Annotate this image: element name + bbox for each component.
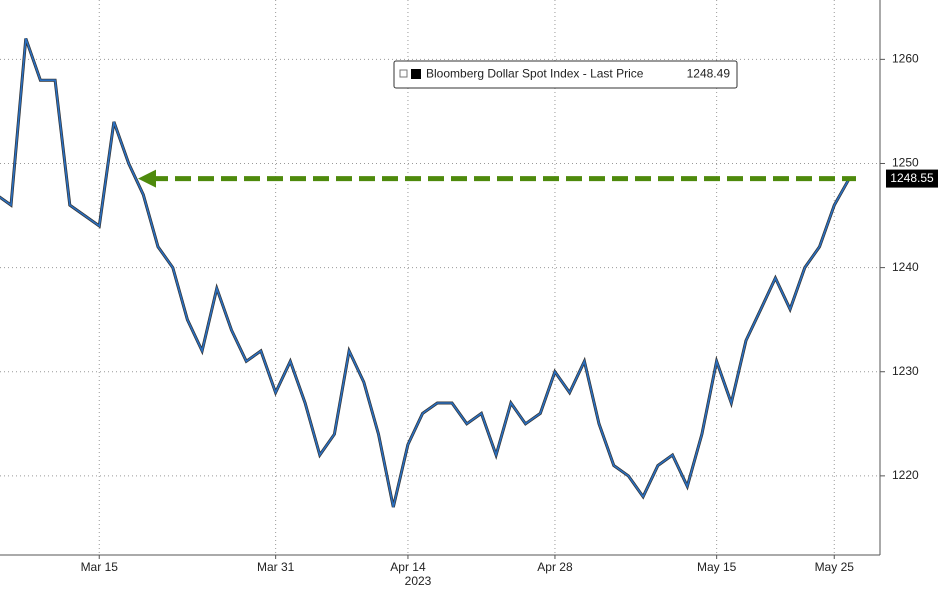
legend-swatch [411,69,421,79]
legend: Bloomberg Dollar Spot Index - Last Price… [393,60,738,89]
last-price-tag [886,169,938,188]
y-tick-label: 1220 [892,468,919,482]
x-tick-label: May 25 [815,560,855,574]
price-line [0,38,850,508]
y-tick-label: 1230 [892,364,919,378]
legend-box [393,60,738,89]
x-tick-label: Mar 15 [81,560,119,574]
x-tick-label: May 15 [697,560,737,574]
legend-toggle [399,69,408,78]
legend-value: 1248.49 [687,67,731,81]
last-price-label: 1248.55 [890,171,934,185]
y-tick-label: 1260 [892,52,919,66]
x-year-label: 2023 [405,574,432,588]
legend-label: Bloomberg Dollar Spot Index - Last Price [426,67,644,81]
y-tick-label: 1240 [892,260,919,274]
arrow-head [138,169,156,188]
x-tick-label: Apr 14 [390,560,426,574]
y-tick-label: 1250 [892,156,919,170]
x-tick-label: Apr 28 [537,560,573,574]
x-tick-label: Mar 31 [257,560,295,574]
